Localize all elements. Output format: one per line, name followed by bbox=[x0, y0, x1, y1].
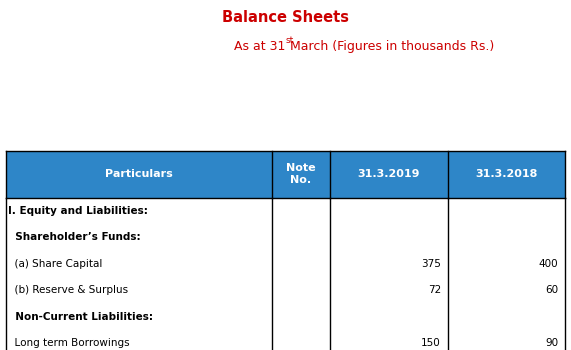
Text: I. Equity and Liabilities:: I. Equity and Liabilities: bbox=[8, 206, 148, 216]
Text: (b) Reserve & Surplus: (b) Reserve & Surplus bbox=[8, 285, 128, 295]
Text: March (Figures in thousands Rs.): March (Figures in thousands Rs.) bbox=[286, 40, 494, 53]
Text: 90: 90 bbox=[545, 338, 558, 348]
Text: Balance Sheets: Balance Sheets bbox=[222, 10, 349, 26]
Text: Long term Borrowings: Long term Borrowings bbox=[8, 338, 130, 348]
Text: Non-Current Liabilities:: Non-Current Liabilities: bbox=[8, 312, 153, 322]
Text: Shareholder’s Funds:: Shareholder’s Funds: bbox=[8, 232, 140, 243]
Text: Note
No.: Note No. bbox=[286, 163, 316, 186]
Text: 60: 60 bbox=[545, 285, 558, 295]
Text: st: st bbox=[286, 36, 293, 45]
Text: (a) Share Capital: (a) Share Capital bbox=[8, 259, 102, 269]
Text: 375: 375 bbox=[421, 259, 441, 269]
Text: 150: 150 bbox=[421, 338, 441, 348]
Text: Particulars: Particulars bbox=[104, 169, 172, 179]
Text: 31.3.2019: 31.3.2019 bbox=[358, 169, 420, 179]
Text: 31.3.2018: 31.3.2018 bbox=[475, 169, 538, 179]
Text: As at 31: As at 31 bbox=[234, 40, 286, 53]
Bar bbox=[6, 150, 565, 198]
Text: 400: 400 bbox=[539, 259, 558, 269]
Text: 72: 72 bbox=[428, 285, 441, 295]
